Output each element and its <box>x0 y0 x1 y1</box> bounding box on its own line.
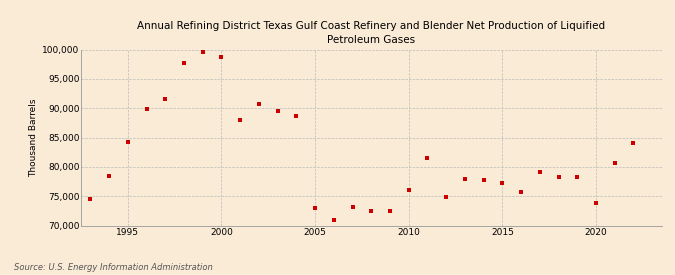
Point <box>497 180 508 185</box>
Point <box>516 190 526 194</box>
Point <box>478 178 489 183</box>
Point <box>385 209 396 214</box>
Point <box>591 201 601 205</box>
Point <box>310 206 321 210</box>
Point <box>85 197 96 201</box>
Title: Annual Refining District Texas Gulf Coast Refinery and Blender Net Production of: Annual Refining District Texas Gulf Coas… <box>137 21 605 45</box>
Point <box>366 209 377 213</box>
Point <box>460 176 470 181</box>
Text: Source: U.S. Energy Information Administration: Source: U.S. Energy Information Administ… <box>14 263 212 272</box>
Point <box>572 175 583 180</box>
Point <box>628 141 639 145</box>
Point <box>197 50 208 55</box>
Point <box>291 114 302 118</box>
Point <box>141 106 152 111</box>
Point <box>610 161 620 166</box>
Point <box>235 118 246 122</box>
Point <box>160 97 171 101</box>
Point <box>441 194 452 199</box>
Point <box>216 54 227 59</box>
Point <box>104 174 115 178</box>
Point <box>535 170 545 174</box>
Point <box>553 175 564 179</box>
Point <box>179 61 190 65</box>
Point <box>329 218 340 222</box>
Y-axis label: Thousand Barrels: Thousand Barrels <box>29 98 38 177</box>
Point <box>122 140 133 144</box>
Point <box>403 188 414 192</box>
Point <box>422 156 433 160</box>
Point <box>254 102 265 106</box>
Point <box>347 205 358 209</box>
Point <box>272 109 283 113</box>
